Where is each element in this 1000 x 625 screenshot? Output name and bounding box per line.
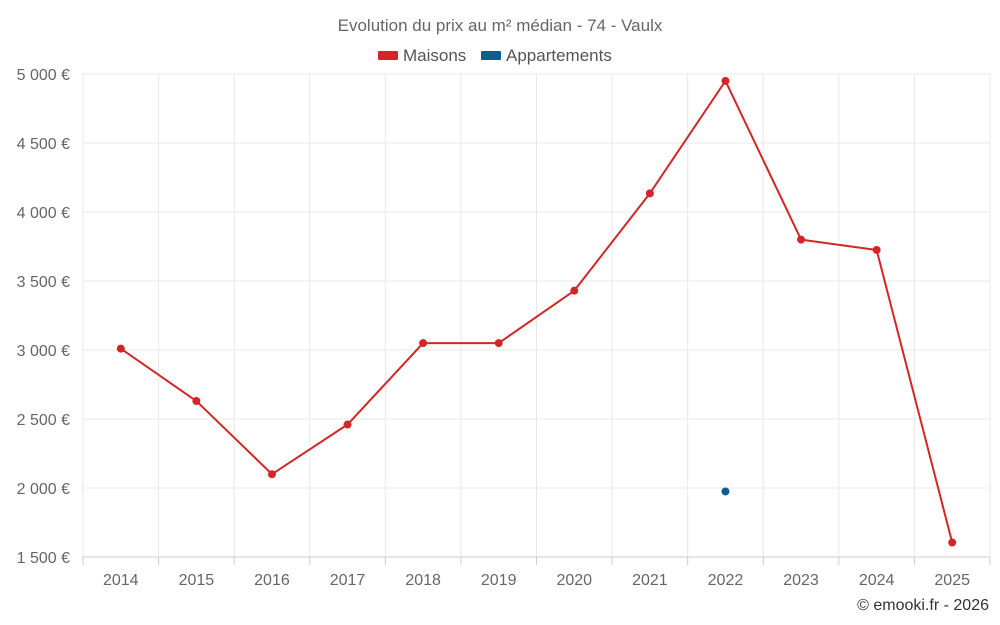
series-layer <box>116 76 957 547</box>
y-tick-label: 1 500 € <box>17 550 70 567</box>
y-tick-label: 3 500 € <box>17 274 70 291</box>
y-tick-label: 4 000 € <box>17 205 70 222</box>
y-tick-label: 3 000 € <box>17 343 70 360</box>
data-point-maisons[interactable] <box>494 339 503 348</box>
data-point-maisons[interactable] <box>267 470 276 479</box>
grid-layer <box>82 73 991 565</box>
data-point-maisons[interactable] <box>721 76 730 85</box>
data-point-appartements[interactable] <box>721 487 730 496</box>
y-tick-label: 4 500 € <box>17 136 70 153</box>
x-tick-label: 2014 <box>103 572 139 589</box>
data-point-maisons[interactable] <box>419 339 428 348</box>
legend-swatch-appartements <box>481 51 501 60</box>
legend-label-appartements: Appartements <box>506 46 612 65</box>
x-tick-label: 2018 <box>405 572 441 589</box>
legend-label-maisons: Maisons <box>403 46 466 65</box>
x-axis-ticks: 2014 2015 2016 2017 2018 2019 2020 2021 2022 2023… <box>103 572 970 589</box>
legend-item-maisons[interactable]: Maisons <box>378 46 466 65</box>
x-tick-label: 2019 <box>481 572 517 589</box>
data-point-maisons[interactable] <box>192 397 201 406</box>
x-tick-label: 2021 <box>632 572 668 589</box>
data-point-maisons[interactable] <box>948 538 957 547</box>
data-point-maisons[interactable] <box>570 286 579 295</box>
legend: Maisons Appartements <box>378 46 612 65</box>
y-tick-label: 2 500 € <box>17 412 70 429</box>
data-point-maisons[interactable] <box>645 189 654 198</box>
legend-item-appartements[interactable]: Appartements <box>481 46 612 65</box>
data-point-maisons[interactable] <box>797 235 806 244</box>
x-tick-label: 2015 <box>179 572 215 589</box>
x-tick-label: 2016 <box>254 572 290 589</box>
x-tick-label: 2025 <box>934 572 970 589</box>
data-point-maisons[interactable] <box>343 420 352 429</box>
y-tick-label: 5 000 € <box>17 67 70 84</box>
series-line-maisons <box>120 79 954 543</box>
x-tick-label: 2024 <box>859 572 895 589</box>
x-tick-label: 2023 <box>783 572 819 589</box>
x-tick-label: 2020 <box>556 572 592 589</box>
data-point-maisons[interactable] <box>872 245 881 254</box>
x-tick-label: 2017 <box>330 572 366 589</box>
chart-title: Evolution du prix au m² médian - 74 - Va… <box>338 16 663 35</box>
y-tick-label: 2 000 € <box>17 481 70 498</box>
legend-swatch-maisons <box>378 51 398 60</box>
x-tick-label: 2022 <box>708 572 744 589</box>
data-point-maisons[interactable] <box>116 344 125 353</box>
y-axis-ticks: 1 500 € 2 000 € 2 500 € 3 000 € 3 500 € 4 000… <box>17 67 70 567</box>
copyright-footer: © emooki.fr - 2026 <box>857 597 989 614</box>
